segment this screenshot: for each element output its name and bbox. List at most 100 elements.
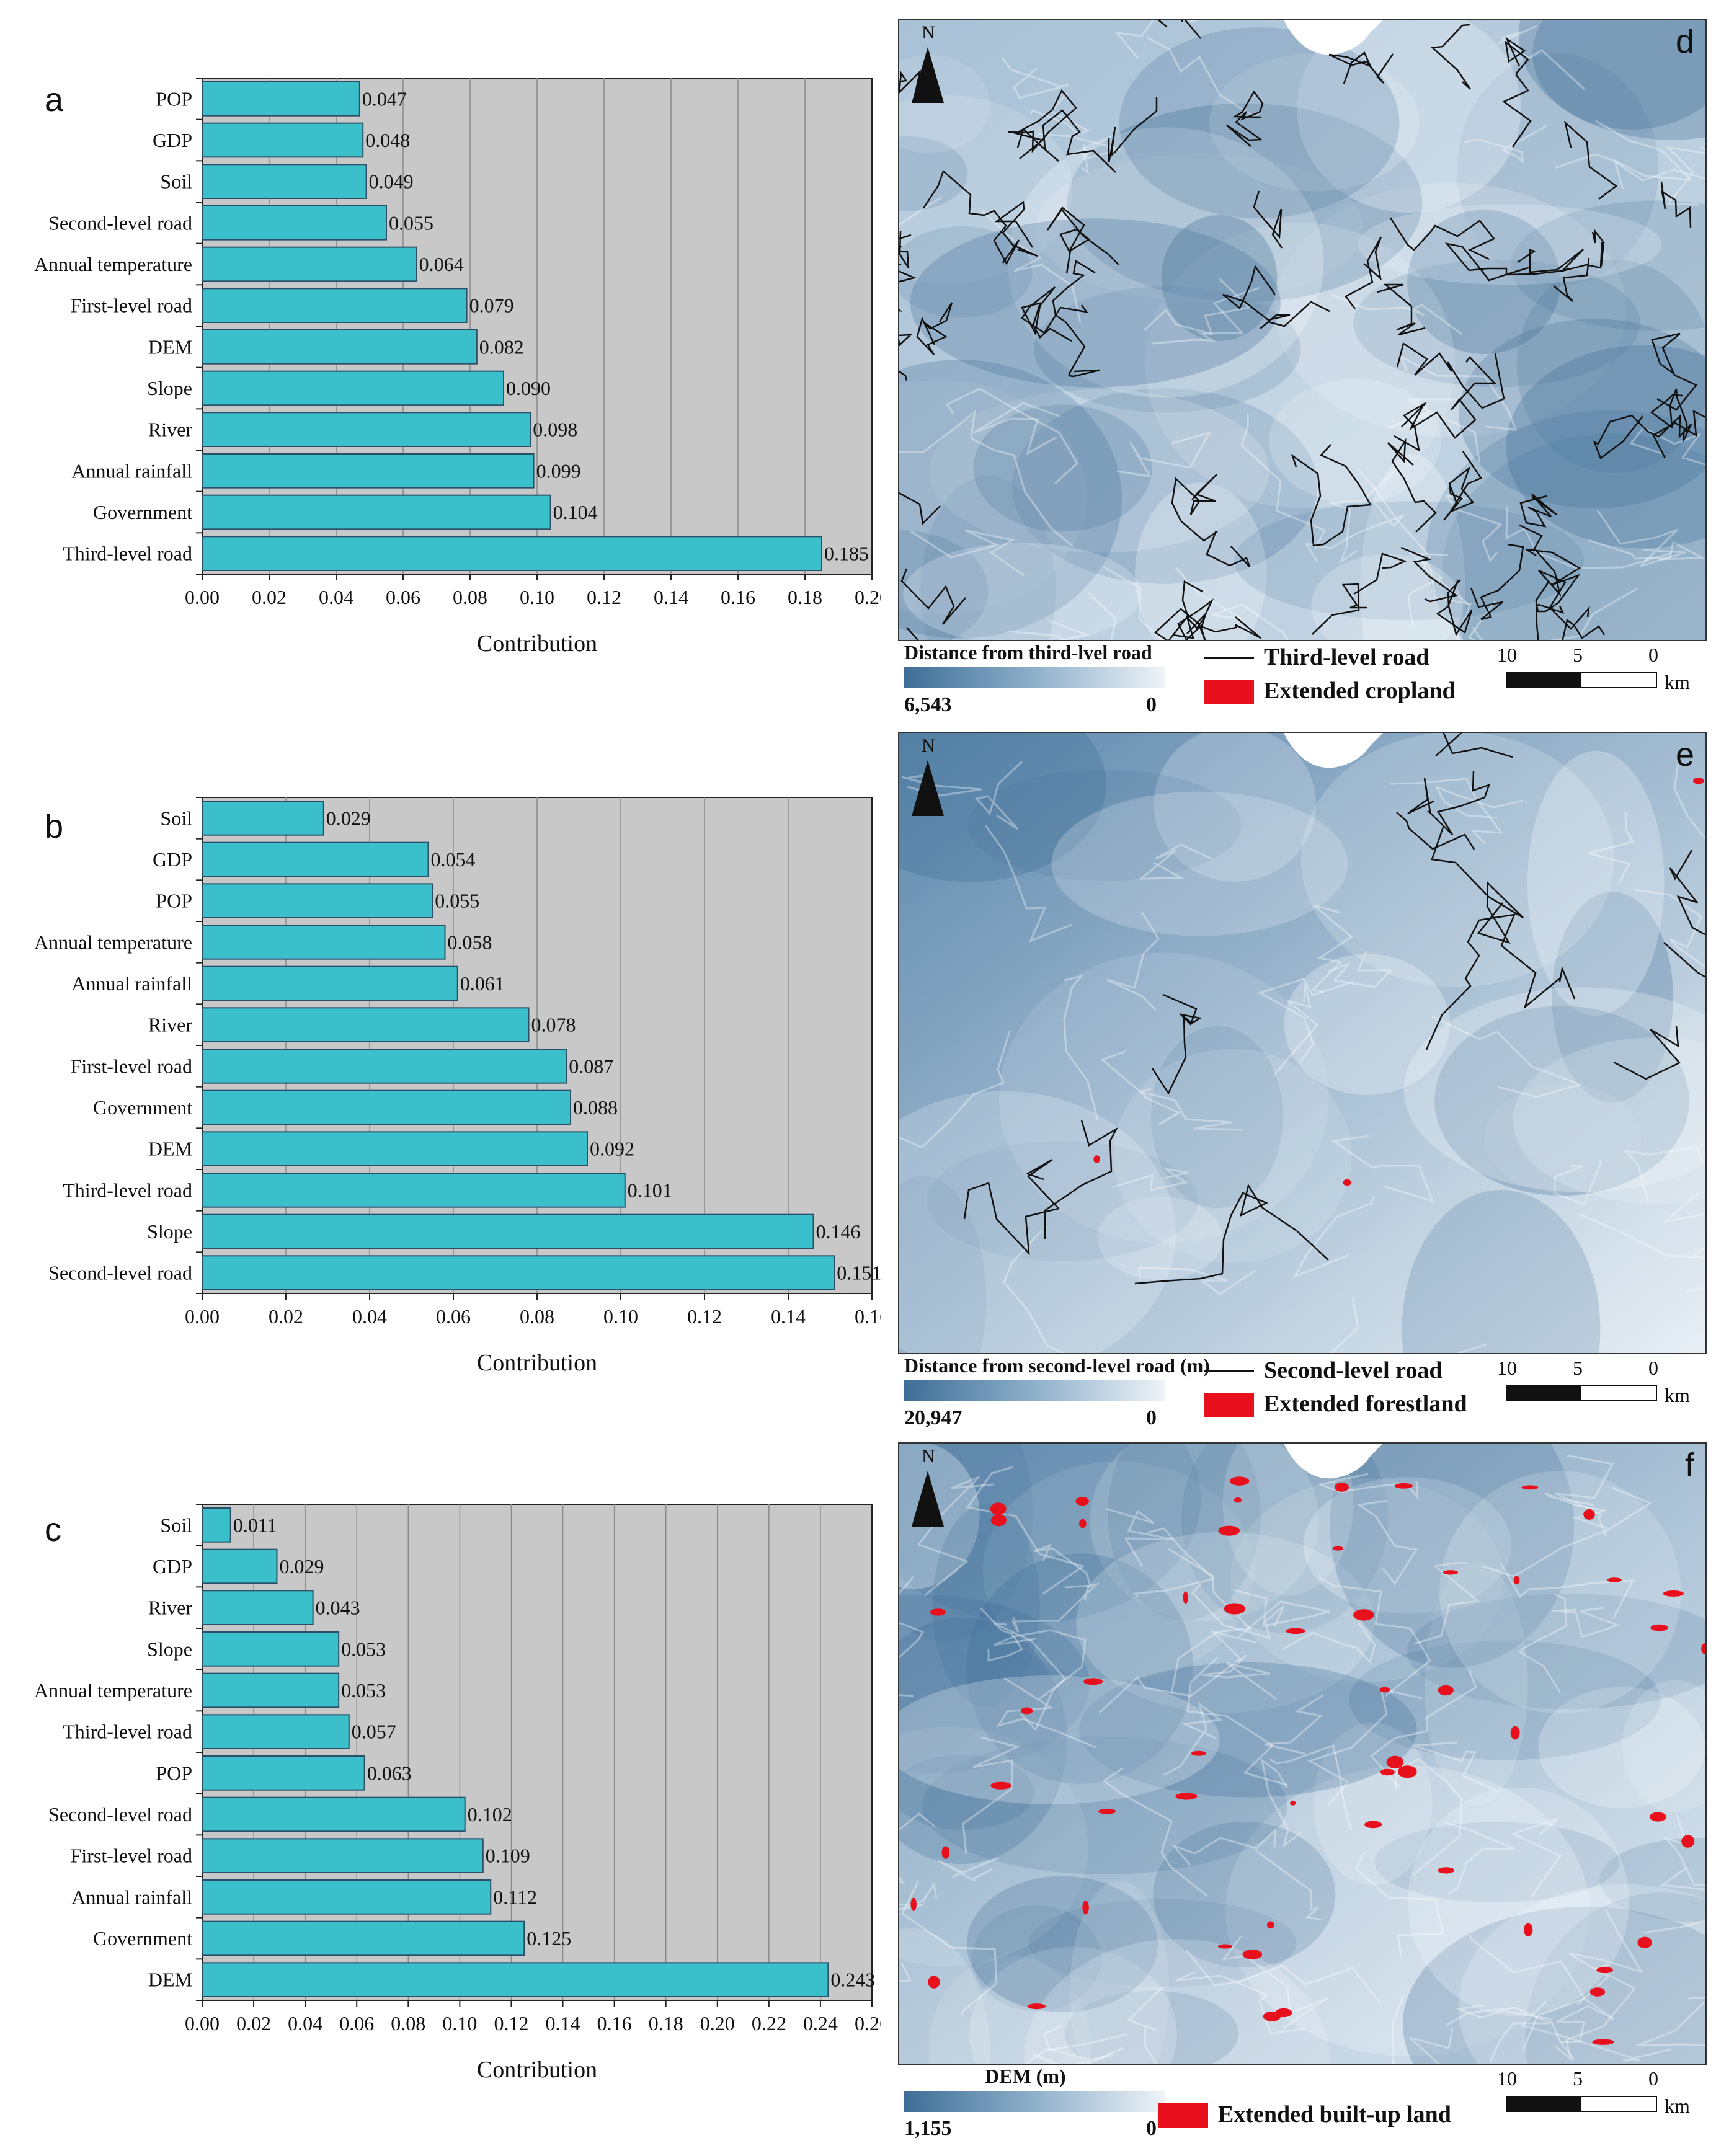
ridge-highlight [899, 1031, 1011, 1148]
ridge-highlight [996, 1677, 1096, 1749]
data-label: 0.092 [590, 1138, 634, 1160]
road-line [1502, 37, 1532, 148]
ridge-highlight [1087, 592, 1117, 640]
bar [202, 1049, 567, 1084]
category-label: Government [93, 1927, 192, 1950]
x-tick-label: 0.14 [654, 586, 688, 608]
map-frame-d: N d [898, 19, 1707, 641]
panel-label-e: e [1675, 736, 1694, 773]
bar [202, 925, 446, 960]
ridge-highlight [1191, 1582, 1285, 1639]
bar [202, 370, 504, 406]
category-label: Third-level road [63, 1179, 192, 1201]
data-label: 0.048 [365, 129, 410, 151]
ridge-highlight [966, 1466, 1085, 1595]
ridge-highlight [1404, 548, 1443, 628]
ridge-highlight [1132, 1527, 1216, 1598]
extended-land-patch [1394, 1483, 1413, 1489]
terrain-shading [1209, 53, 1420, 192]
category-label: Slope [147, 1220, 192, 1243]
road-line [1435, 733, 1513, 758]
terrain-shading [1434, 1006, 1689, 1196]
x-tick-label: 0.16 [855, 1305, 881, 1328]
bar-charts-column: a b c 0.00 0.02 0.04 0.06 0.08 0.10 0.12 0.14 0.… [34, 78, 881, 2083]
terrain-shading [1135, 482, 1267, 640]
road-line [1177, 580, 1214, 640]
road-line [1613, 1026, 1681, 1080]
ridge-highlight [970, 409, 1074, 548]
bar [202, 1089, 571, 1125]
ridge-highlight [1103, 566, 1164, 640]
ridge-highlight [993, 1629, 1087, 1700]
ridge-highlight [1318, 1576, 1431, 1697]
road-line [994, 200, 1038, 257]
bar [202, 288, 468, 324]
ridge-highlight [1292, 1196, 1376, 1278]
terrain-shading [1222, 1444, 1354, 1595]
dem-map [899, 1444, 1705, 2064]
extended-land-patch [990, 1502, 1007, 1515]
extended-land-patch [930, 1608, 946, 1616]
extended-land-patch [941, 1846, 950, 1859]
data-label: 0.146 [816, 1220, 861, 1243]
extended-land-patch [1681, 1835, 1695, 1848]
category-label: Soil [160, 1514, 192, 1536]
extended-land-patch [1379, 1687, 1390, 1693]
ridge-highlight [975, 760, 1023, 830]
x-tick-label: 0.00 [185, 586, 220, 608]
ridge-highlight [1185, 1950, 1382, 2004]
terrain-shading [1145, 223, 1456, 508]
ridge-highlight [1673, 754, 1705, 840]
extended-land-patch [1229, 1476, 1250, 1486]
extended-land-patch [1098, 1808, 1116, 1814]
north-arrow-icon [912, 47, 944, 103]
x-tick-label: 0.08 [453, 586, 487, 608]
terrain-shading [1457, 53, 1659, 286]
scale-bar-graphic [1506, 672, 1657, 688]
terrain-shading [1622, 1680, 1705, 1812]
legend-title: DEM (m) [985, 2065, 1066, 2087]
bar [202, 246, 417, 282]
contribution-chart-b: 0.00 0.02 0.04 0.06 0.08 0.10 0.12 0.14 0.16 Soil… [34, 797, 881, 1376]
bar [202, 1962, 829, 1997]
road-line [1553, 257, 1590, 302]
ridge-highlight [899, 1812, 936, 1884]
extended-land-patch [1290, 1801, 1296, 1806]
terrain-shading [1024, 1939, 1330, 2064]
map-legend-f: DEM (m) 1,155 0 Extended built-up land 1… [898, 2065, 1707, 2143]
north-arrow-f: N [908, 1446, 945, 1533]
scale-tick: 10 [1497, 644, 1517, 666]
bar [202, 536, 822, 571]
scale-bar-e: 10 5 0 km [1493, 1354, 1704, 1432]
x-tick-label: 0.18 [649, 2012, 683, 2034]
distance-second-level-road-map [899, 733, 1705, 1353]
data-label: 0.109 [486, 1845, 530, 1867]
extended-land-patch [928, 1976, 940, 1989]
data-label: 0.104 [553, 501, 598, 523]
category-label: GDP [153, 1555, 192, 1577]
terrain-shading [966, 1553, 1193, 1784]
extended-land-patch [1183, 1591, 1188, 1604]
category-label: POP [156, 87, 192, 110]
road-line [1526, 548, 1581, 614]
extended-land-patch [1589, 1987, 1606, 1997]
data-label: 0.099 [536, 459, 581, 482]
ridge-highlight [1272, 985, 1319, 1077]
map-background [899, 733, 1705, 1353]
terrain-shading [1510, 200, 1705, 331]
ridge-highlight [1587, 811, 1635, 885]
x-tick-label: 0.04 [319, 586, 353, 608]
extended-land-patch [910, 1897, 917, 1912]
ridge-highlight [1007, 619, 1091, 640]
terrain-shading [1108, 1444, 1261, 1621]
extended-swatch-label: Extended forestland [1264, 1391, 1467, 1417]
road-line [1652, 409, 1705, 459]
legend-gradient-max: 6,543 [904, 693, 952, 716]
terrain-shading [1301, 733, 1614, 987]
extended-land-patch [1334, 1482, 1349, 1492]
ridge-highlight [1518, 1593, 1568, 1693]
ridge-highlight [1317, 1473, 1419, 1501]
ridge-highlight [984, 825, 1073, 943]
terrain-shading [973, 404, 1152, 532]
ridge-highlight [1464, 125, 1547, 164]
